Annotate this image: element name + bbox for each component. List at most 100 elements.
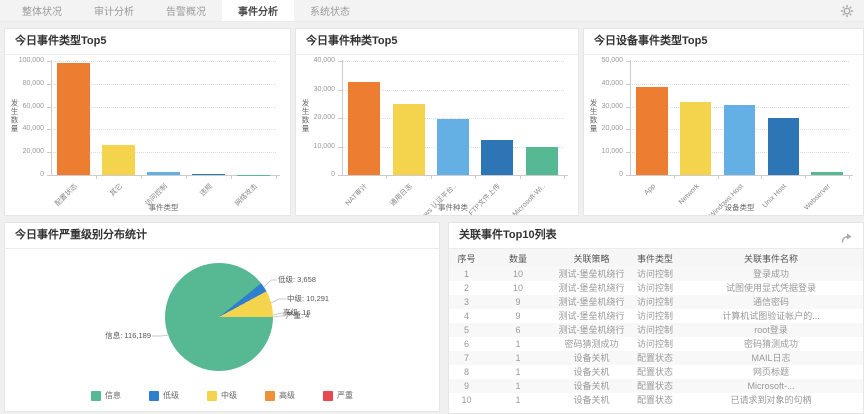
y-axis-line (342, 60, 343, 175)
table-row[interactable]: 10 1 设备关机 配置状态 已请求到对象的句柄 (449, 393, 863, 407)
tab-audit-analysis[interactable]: 审计分析 (94, 7, 134, 18)
bar-访问控制[interactable] (147, 172, 180, 176)
table-cell: 2 (463, 283, 469, 293)
table-row[interactable]: 6 1 密码猜测成功 访问控制 密码猜测成功 (449, 337, 863, 351)
tab-system-status[interactable]: 系统状态 (310, 7, 350, 18)
pie-label-低级: 低级: 3,658 (278, 275, 316, 284)
bar-NAT审计[interactable] (348, 81, 381, 175)
table-cell: 密码猜测成功 (743, 339, 798, 349)
table-cell: 3 (449, 295, 484, 309)
pie-legend: 信息 低级 中级 高级 严重 (5, 390, 439, 401)
table-cell: root登录 (679, 323, 863, 337)
table-cell: 测试-堡垒机绕行 (552, 323, 631, 337)
col-header-index: 序号 (449, 249, 484, 267)
y-axis-tick-label: 10,000 (601, 148, 623, 156)
gear-icon[interactable] (840, 4, 854, 18)
x-axis-tick-mark (386, 175, 388, 179)
table-cell: 设备关机 (573, 395, 610, 405)
y-axis-tick-label: 0 (619, 171, 623, 178)
legend-item-严重[interactable]: 严重 (323, 390, 353, 401)
related-events-table: 序号 数量 关联策略 事件类型 关联事件名称 1 10 测试-堡垒机绕行 访问控制 登录… (449, 249, 863, 407)
bar-Webserver[interactable] (811, 172, 843, 175)
grid-line (51, 83, 276, 85)
y-axis-title: 发生数量 (589, 99, 598, 133)
table-cell: 4 (463, 311, 469, 321)
x-axis-tick-mark (717, 175, 719, 179)
y-axis-tick-label: 20,000 (22, 148, 44, 156)
y-axis-tick-mark (626, 106, 630, 108)
card-title-event-type: 今日事件类型Top5 (5, 29, 290, 55)
table-row[interactable]: 9 1 设备关机 配置状态 Microsoft-... (449, 379, 863, 393)
x-axis-tick-mark (849, 175, 850, 179)
table-cell: 试图使用显式凭据登录 (725, 283, 816, 293)
y-axis-tick-label: 30,000 (313, 85, 335, 93)
bar-通用日志[interactable] (392, 104, 425, 175)
table-cell: 配置状态 (631, 351, 679, 365)
y-axis-title: 发生数量 (301, 99, 310, 133)
table-cell: 10 (461, 395, 472, 405)
table-cell: 配置状态 (631, 379, 679, 393)
table-cell: 测试-堡垒机绕行 (558, 283, 625, 293)
bar-违规[interactable] (192, 173, 225, 175)
x-axis-tick-mark (673, 175, 675, 179)
table-cell: 1 (449, 267, 484, 281)
card-title-related-events: 关联事件Top10列表 (449, 223, 863, 249)
export-icon[interactable] (841, 229, 853, 243)
bar-Unix Host[interactable] (767, 117, 799, 175)
grid-line (342, 89, 564, 91)
tab-overall-status[interactable]: 整体状况 (22, 7, 62, 18)
legend-swatch (265, 390, 275, 401)
y-axis-tick-label: 60,000 (22, 102, 44, 110)
tab-alert-overview[interactable]: 告警概况 (166, 7, 206, 18)
table-cell: 密码猜测成功 (564, 339, 619, 349)
col-header-event-type: 事件类型 (631, 249, 679, 267)
y-axis-tick-mark (338, 89, 342, 91)
card-event-kind-top5: 今日事件种类Top5 0 10,000 20,000 30,000 40,000 NAT审… (295, 28, 579, 216)
pie-label-严重: 严重: 4 (286, 311, 310, 320)
y-axis-tick-mark (338, 61, 342, 62)
tab-event-analysis[interactable]: 事件分析 (222, 0, 294, 21)
table-cell: 访问控制 (636, 339, 673, 349)
y-axis-tick-label: 100,000 (18, 57, 44, 64)
legend-item-中级[interactable]: 中级 (207, 390, 237, 401)
card-event-type-top5: 今日事件类型Top5 0 20,000 40,000 60,000 80,000 100,… (4, 28, 291, 216)
y-axis-tick-mark (338, 146, 342, 148)
table-cell: 设备关机 (552, 379, 631, 393)
bar-Windows Host[interactable] (723, 105, 756, 175)
table-row[interactable]: 3 9 测试-堡垒机绕行 访问控制 通信密码 (449, 295, 863, 309)
x-axis-title: 事件类型 (148, 203, 179, 212)
x-axis-tick-mark (805, 175, 807, 179)
table-cell: 配置状态 (636, 395, 673, 405)
legend-item-信息[interactable]: 信息 (91, 390, 121, 401)
table-row[interactable]: 2 10 测试-堡垒机绕行 访问控制 试图使用显式凭据登录 (449, 281, 863, 295)
bar-FTP文件上传[interactable] (481, 140, 514, 175)
bar-Microsoft-Wi..[interactable] (525, 146, 558, 175)
table-cell: 配置状态 (636, 367, 673, 377)
x-axis-tick-mark (276, 175, 277, 179)
table-cell: 6 (484, 323, 552, 337)
col-header-count: 数量 (484, 249, 552, 267)
bar-App[interactable] (636, 86, 668, 175)
legend-item-低级[interactable]: 低级 (149, 390, 179, 401)
pie-disc[interactable] (165, 263, 273, 371)
bar-chart-event-type: 0 20,000 40,000 60,000 80,000 100,000 配置状态 其它 访问… (5, 55, 290, 215)
bar-配置状态[interactable] (57, 63, 90, 175)
legend-item-高级[interactable]: 高级 (265, 390, 295, 401)
table-row[interactable]: 8 1 设备关机 配置状态 网页标题 (449, 365, 863, 379)
bar-其它[interactable] (102, 145, 135, 175)
table-cell: 登录成功 (679, 267, 863, 281)
bar-chart-device-type: 0 10,000 20,000 30,000 40,000 50,000 App Networ… (584, 55, 863, 215)
bar-Windows 认证平台..[interactable] (437, 119, 469, 175)
table-cell: 访问控制 (631, 267, 679, 281)
table-cell: 测试-堡垒机绕行 (552, 295, 631, 309)
y-axis-tick-mark (47, 129, 51, 131)
table-row[interactable]: 4 9 测试-堡垒机绕行 访问控制 计算机试图验证帐户的... (449, 309, 863, 323)
y-axis-tick-label: 0 (331, 171, 335, 178)
table-row[interactable]: 1 10 测试-堡垒机绕行 访问控制 登录成功 (449, 267, 863, 281)
x-axis-tick-mark (141, 175, 142, 179)
x-axis-tick-mark (430, 175, 432, 179)
bar-Network[interactable] (679, 102, 712, 175)
table-cell: 1 (515, 339, 521, 349)
table-row[interactable]: 5 6 测试-堡垒机绕行 访问控制 root登录 (449, 323, 863, 337)
table-row[interactable]: 7 1 设备关机 配置状态 MAIL日志 (449, 351, 863, 365)
